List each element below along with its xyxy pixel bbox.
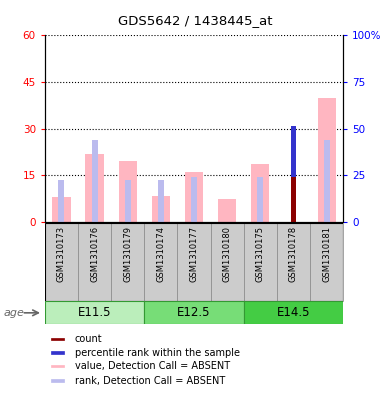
Bar [177, 223, 211, 301]
Text: GSM1310180: GSM1310180 [223, 226, 232, 282]
Bar [257, 177, 263, 222]
Text: GSM1310177: GSM1310177 [190, 226, 199, 282]
Bar [244, 223, 277, 301]
Bar [58, 180, 64, 222]
Text: GDS5642 / 1438445_at: GDS5642 / 1438445_at [118, 14, 272, 27]
Bar [51, 351, 64, 354]
Text: GSM1310178: GSM1310178 [289, 226, 298, 282]
Bar [291, 126, 296, 177]
Text: age: age [4, 308, 25, 318]
Text: E12.5: E12.5 [177, 306, 211, 320]
Text: value, Detection Call = ABSENT: value, Detection Call = ABSENT [75, 361, 230, 371]
Bar [45, 223, 78, 301]
Text: GSM1310173: GSM1310173 [57, 226, 66, 282]
Text: E11.5: E11.5 [78, 306, 111, 320]
Text: count: count [75, 334, 102, 344]
Bar [111, 223, 144, 301]
Bar [152, 196, 170, 222]
Bar [144, 223, 177, 301]
Text: GSM1310181: GSM1310181 [322, 226, 331, 282]
Bar [324, 140, 330, 222]
Bar [291, 126, 296, 222]
Bar [291, 126, 296, 177]
Bar [191, 177, 197, 222]
Bar [211, 223, 244, 301]
Bar [185, 172, 203, 222]
Bar [158, 180, 164, 222]
Text: percentile rank within the sample: percentile rank within the sample [75, 347, 240, 358]
Bar [144, 301, 244, 324]
Bar [85, 154, 104, 222]
Bar [244, 301, 343, 324]
Text: GSM1310175: GSM1310175 [256, 226, 265, 282]
Bar [119, 162, 137, 222]
Bar [51, 338, 64, 340]
Bar [51, 365, 64, 367]
Text: GSM1310179: GSM1310179 [123, 226, 132, 282]
Bar [78, 223, 111, 301]
Bar [125, 180, 131, 222]
Bar [45, 301, 144, 324]
Bar [317, 97, 336, 222]
Bar [310, 223, 343, 301]
Bar [52, 197, 71, 222]
Text: rank, Detection Call = ABSENT: rank, Detection Call = ABSENT [75, 376, 225, 386]
Text: GSM1310174: GSM1310174 [156, 226, 165, 282]
Bar [251, 165, 269, 222]
Bar [218, 199, 236, 222]
Text: E14.5: E14.5 [277, 306, 310, 320]
Bar [92, 140, 98, 222]
Bar [51, 379, 64, 382]
Bar [277, 223, 310, 301]
Text: GSM1310176: GSM1310176 [90, 226, 99, 282]
